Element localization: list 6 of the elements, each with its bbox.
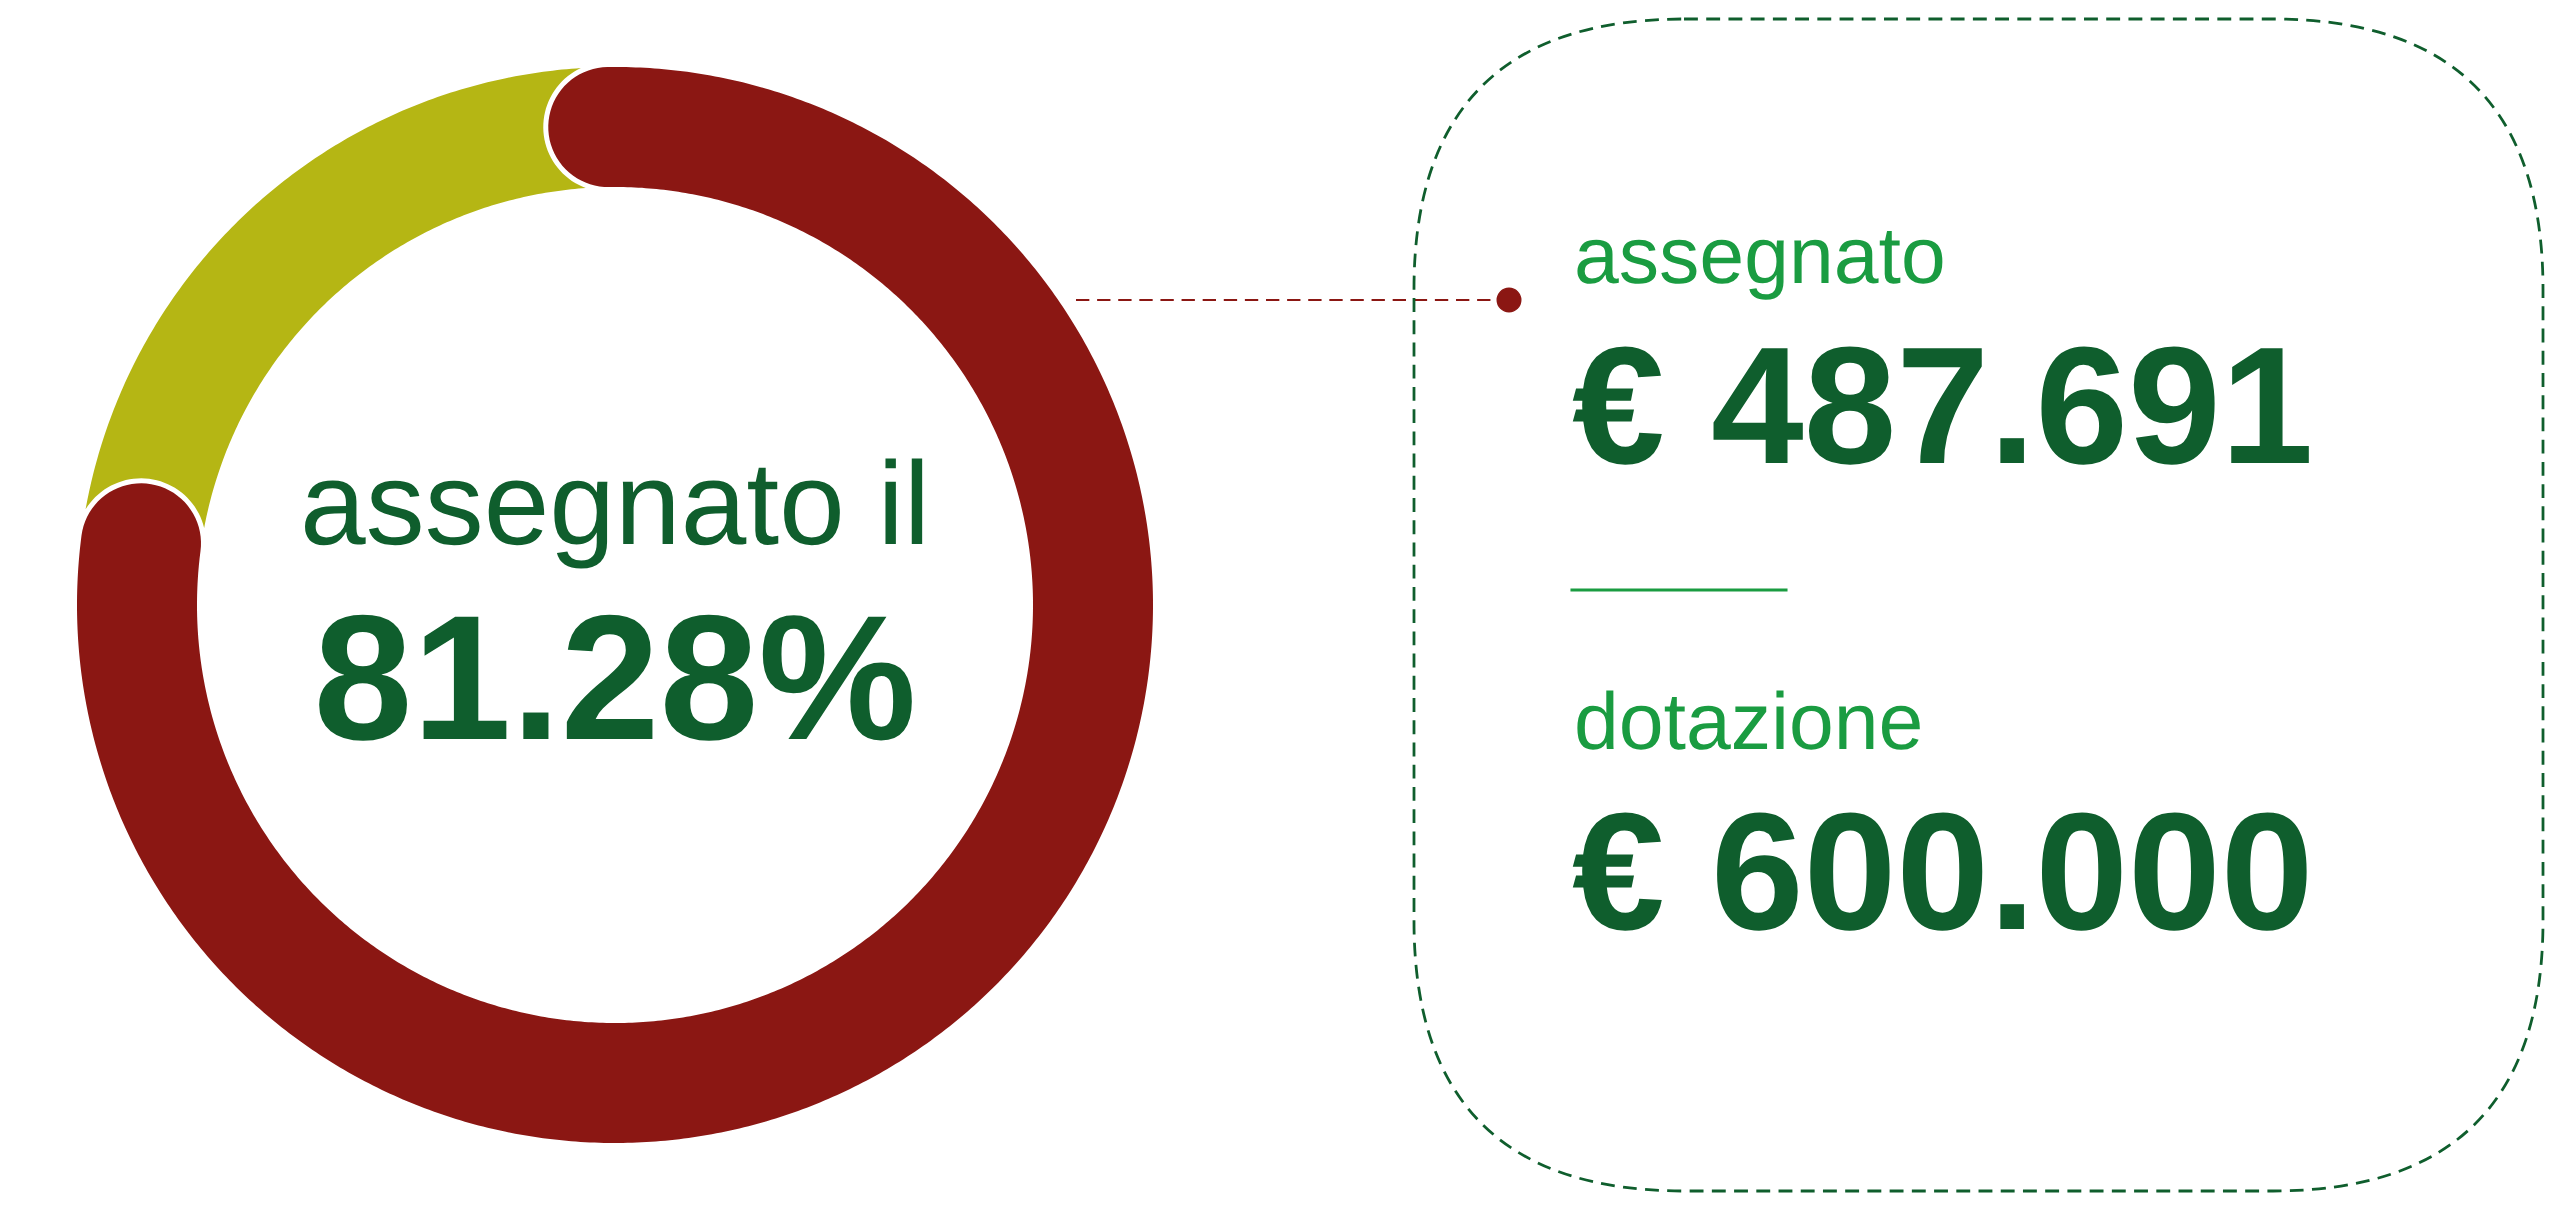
text: € 487.691	[1572, 346, 2309, 465]
text: assegnato il	[305, 458, 923, 569]
text: 81.28%	[319, 614, 912, 741]
text: dotazione	[1577, 690, 1920, 750]
text: assegnato	[1577, 230, 1943, 300]
text: € 600.000	[1572, 812, 2307, 931]
